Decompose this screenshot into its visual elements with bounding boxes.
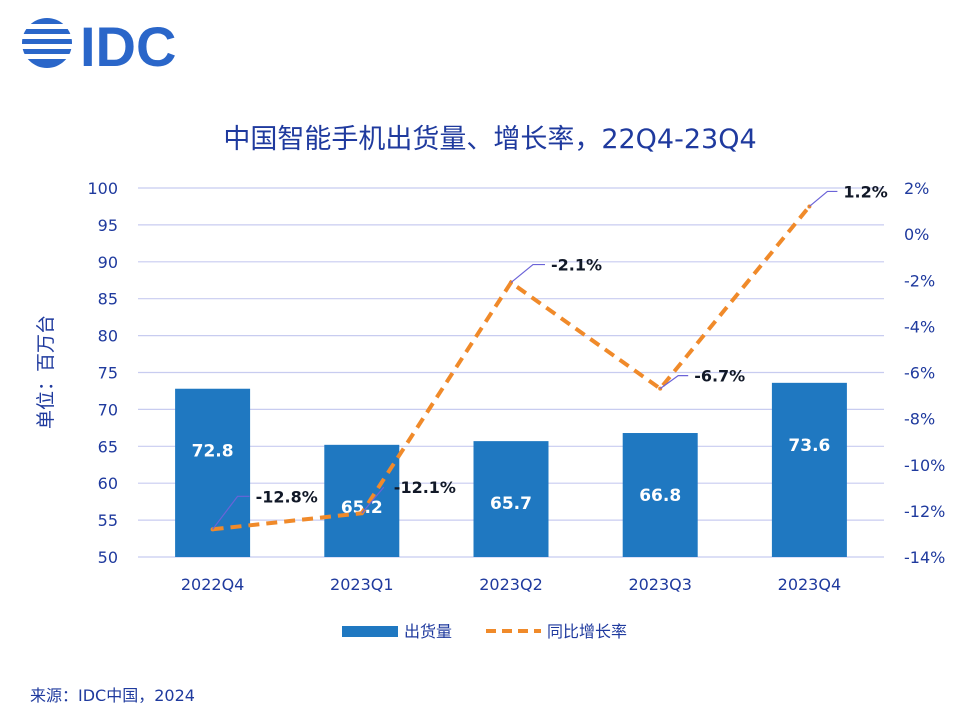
source-note: 来源：IDC中国，2024 (30, 686, 195, 705)
left-tick-label: 100 (87, 179, 118, 198)
rate-leader-line (212, 495, 250, 530)
bar (324, 444, 400, 557)
right-tick-label: 2% (904, 179, 929, 198)
chart-title: 中国智能手机出货量、增长率，22Q4-23Q4 (223, 124, 756, 155)
bar-data-label: 65.2 (341, 498, 383, 518)
x-tick-label: 2022Q4 (181, 575, 245, 594)
x-tick-label: 2023Q3 (628, 575, 692, 594)
bar-data-label: 66.8 (639, 486, 681, 506)
growth-rate-series: -12.8% -12.1% -2.1% -6.7% 1.2% (210, 182, 888, 532)
x-tick-label: 2023Q4 (778, 575, 842, 594)
x-axis-categories: 2022Q4 2023Q1 2023Q2 2023Q3 2023Q4 (181, 575, 841, 594)
bar (622, 433, 698, 557)
left-tick-label: 75 (98, 364, 118, 383)
right-tick-label: -2% (904, 271, 935, 290)
right-tick-label: 0% (904, 225, 929, 244)
rate-data-label: 1.2% (843, 182, 887, 201)
idc-logo: IDC (22, 15, 176, 72)
rate-data-label: -12.8% (256, 487, 318, 506)
legend-bar-label: 出货量 (404, 622, 452, 641)
left-tick-label: 90 (98, 253, 118, 272)
left-tick-label: 85 (98, 290, 118, 309)
idc-logo-mark (22, 18, 74, 68)
left-tick-label: 60 (98, 474, 118, 493)
bar (473, 441, 549, 557)
rate-leader-line (809, 190, 838, 207)
bar-data-label: 72.8 (192, 442, 234, 462)
legend-bar-swatch (342, 626, 398, 637)
right-tick-label: -8% (904, 410, 935, 429)
y-axis-label: 单位：百万台 (35, 315, 57, 429)
right-tick-label: -4% (904, 317, 935, 336)
left-tick-label: 80 (98, 327, 118, 346)
legend-line-label: 同比增长率 (547, 622, 627, 641)
left-tick-label: 55 (98, 511, 118, 530)
idc-logo-text: IDC (80, 15, 176, 72)
right-tick-label: -14% (904, 548, 945, 567)
bar-data-label: 73.6 (788, 436, 830, 456)
x-tick-label: 2023Q2 (479, 575, 543, 594)
rate-data-label: -12.1% (394, 478, 456, 497)
left-tick-label: 70 (98, 400, 118, 419)
left-axis-ticks: 50 55 60 65 70 75 80 85 90 95 100 (87, 179, 118, 567)
legend: 出货量 同比增长率 (342, 622, 627, 641)
right-tick-label: -10% (904, 456, 945, 475)
rate-leader-line (510, 263, 545, 284)
right-tick-label: -12% (904, 502, 945, 521)
right-axis-ticks: -14% -12% -10% -8% -6% -4% -2% 0% 2% (904, 179, 945, 567)
x-tick-label: 2023Q1 (330, 575, 394, 594)
rate-leader-line (659, 375, 689, 390)
rate-data-label: -6.7% (694, 367, 745, 386)
bar (175, 388, 251, 557)
bar-data-label: 65.7 (490, 494, 532, 514)
left-tick-label: 95 (98, 216, 118, 235)
rate-leader-line (361, 486, 385, 514)
left-tick-label: 65 (98, 437, 118, 456)
bar-series: 72.8 65.2 65.7 66.8 73.6 (175, 382, 847, 557)
right-tick-label: -6% (904, 364, 935, 383)
bar (771, 382, 847, 557)
gridlines (138, 187, 884, 558)
left-tick-label: 50 (98, 548, 118, 567)
rate-data-label: -2.1% (551, 256, 602, 275)
